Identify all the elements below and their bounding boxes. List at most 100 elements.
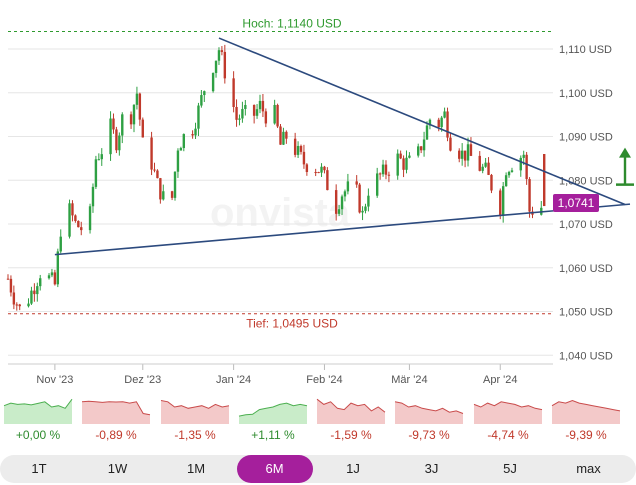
candle-body xyxy=(381,164,385,175)
candle-body xyxy=(469,144,473,156)
candle-body xyxy=(88,206,92,231)
mini-chart[interactable]: -9,39 % xyxy=(551,392,621,444)
mini-chart-svg xyxy=(160,400,230,424)
period-button-3j[interactable]: 3J xyxy=(424,461,439,476)
mini-chart-line xyxy=(238,402,308,417)
y-tick-label: 1,110 USD xyxy=(559,44,612,56)
x-tick-label: Nov '23 xyxy=(36,374,73,385)
candle-body xyxy=(346,181,350,192)
mini-chart[interactable]: +1,11 % xyxy=(238,392,308,444)
y-tick-label: 1,090 USD xyxy=(559,132,613,144)
mini-chart-line xyxy=(473,401,543,411)
candle-body xyxy=(220,50,224,52)
mini-chart-svg xyxy=(81,400,151,424)
candle-body xyxy=(387,174,391,176)
candle-body xyxy=(334,190,338,214)
candle-body xyxy=(59,236,62,252)
candle-body xyxy=(80,227,83,231)
candle-body xyxy=(97,159,101,161)
x-tick-label: Dez '23 xyxy=(124,374,161,385)
candle-body xyxy=(121,114,124,136)
candle-body xyxy=(135,93,139,105)
mini-chart-svg xyxy=(316,398,386,424)
candle-body xyxy=(449,137,452,151)
candle-body xyxy=(112,118,115,130)
mini-chart-line xyxy=(160,400,230,409)
candle-body xyxy=(12,292,16,305)
candle-body xyxy=(378,173,382,175)
period-button-max[interactable]: max xyxy=(576,461,601,476)
mini-chart-svg xyxy=(3,398,73,424)
candle-body xyxy=(264,111,268,124)
mini-chart-svg xyxy=(394,401,464,424)
candle-body xyxy=(109,118,112,155)
x-tick-label: Apr '24 xyxy=(483,374,518,385)
candle-body xyxy=(285,131,288,139)
period-button-1w[interactable]: 1W xyxy=(107,461,128,476)
candle-body xyxy=(47,275,51,279)
mini-chart-svg xyxy=(238,402,308,424)
candle-body xyxy=(217,50,221,61)
candle-body xyxy=(244,104,247,109)
candle-body xyxy=(361,210,364,213)
candle-body xyxy=(129,114,133,125)
candle-body xyxy=(203,91,206,96)
period-button-1m[interactable]: 1M xyxy=(186,461,206,476)
candle-body xyxy=(179,148,183,151)
price-chart: onvista 1,110 USD 1,100 USD 1,090 USD 1,080 … xyxy=(6,17,634,385)
candle-body xyxy=(150,137,153,170)
candle-body xyxy=(115,129,118,151)
x-tick-label: Feb '24 xyxy=(306,374,342,385)
candle-body xyxy=(191,134,194,136)
candle-body xyxy=(15,304,18,306)
candle-body xyxy=(30,290,33,304)
mini-chart-line xyxy=(394,401,464,414)
mini-chart-change: -4,74 % xyxy=(487,428,529,442)
candle-body xyxy=(71,203,74,216)
mini-chart[interactable]: -1,59 % xyxy=(316,392,386,444)
period-button-6m[interactable]: 6M xyxy=(236,455,313,483)
mini-chart[interactable]: -9,73 % xyxy=(394,392,464,444)
mini-chart-change: -1,35 % xyxy=(174,428,216,442)
mini-chart-svg xyxy=(473,401,543,424)
mini-chart[interactable]: -4,74 % xyxy=(473,392,543,444)
period-button-5j[interactable]: 5J xyxy=(503,461,517,476)
candle-body xyxy=(402,158,405,170)
candle-body xyxy=(39,278,42,287)
candle-body xyxy=(296,145,300,155)
mini-chart-line xyxy=(81,400,151,416)
performance-minis: +0,00 % -0,89 % -1,35 % +1,11 % -1,59 % -9,73… xyxy=(0,392,636,444)
candle-body xyxy=(223,51,227,79)
mini-chart-area xyxy=(239,403,307,424)
mini-chart[interactable]: -0,89 % xyxy=(81,392,151,444)
period-button-1t[interactable]: 1T xyxy=(31,461,47,476)
candle-body xyxy=(141,119,144,138)
candle-body xyxy=(36,286,39,295)
mini-chart-line xyxy=(316,398,386,413)
mini-chart[interactable]: +0,00 % xyxy=(3,392,73,444)
mini-chart[interactable]: -1,35 % xyxy=(160,392,230,444)
mini-chart-area xyxy=(395,401,463,424)
candle-body xyxy=(399,153,402,159)
mini-chart-line xyxy=(551,399,621,412)
candle-body xyxy=(458,150,461,159)
trendline-lower xyxy=(54,210,554,256)
candle-body xyxy=(77,220,80,228)
candle-body xyxy=(525,154,528,180)
period-button-1j[interactable]: 1J xyxy=(346,461,360,476)
candle-body xyxy=(364,206,367,211)
candle-body xyxy=(6,278,10,280)
candle-body xyxy=(440,117,443,128)
candle-body xyxy=(279,126,282,145)
candle-body xyxy=(194,128,197,136)
candle-body xyxy=(510,170,514,172)
candle-body xyxy=(299,145,303,152)
candle-body xyxy=(238,118,241,120)
y-tick-label: 1,080 USD xyxy=(559,175,613,187)
candle-body xyxy=(417,146,420,156)
candle-body xyxy=(138,93,142,120)
candle-body xyxy=(18,304,21,307)
candle-body xyxy=(501,186,505,216)
candle-body xyxy=(446,111,449,138)
candle-body xyxy=(314,172,317,174)
